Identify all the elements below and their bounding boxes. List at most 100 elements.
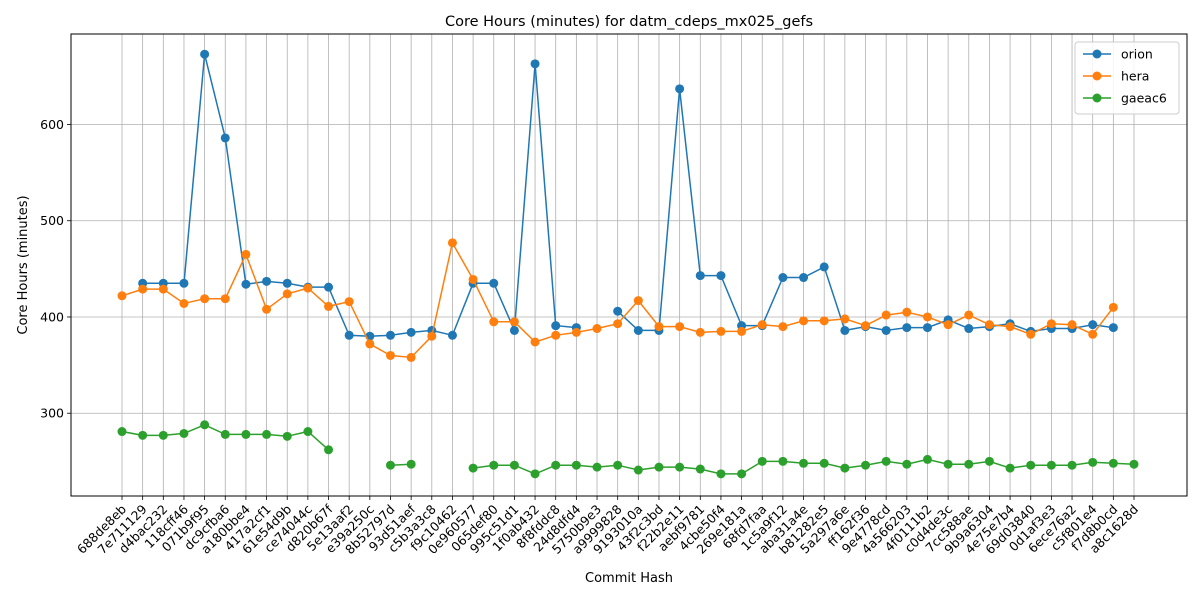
data-point-hera bbox=[592, 324, 602, 334]
data-point-hera bbox=[468, 274, 478, 284]
data-point-gaeac6 bbox=[1046, 460, 1056, 470]
legend-marker bbox=[1092, 71, 1102, 81]
data-point-hera bbox=[179, 299, 189, 308]
data-point-gaeac6 bbox=[179, 428, 189, 438]
data-point-hera bbox=[984, 320, 994, 330]
data-point-orion bbox=[1088, 320, 1098, 330]
data-point-gaeac6 bbox=[819, 458, 829, 468]
data-point-gaeac6 bbox=[571, 460, 581, 470]
series-hera bbox=[117, 238, 1118, 362]
data-point-hera bbox=[282, 289, 292, 299]
data-point-hera bbox=[716, 326, 726, 336]
data-point-gaeac6 bbox=[158, 430, 168, 440]
data-point-hera bbox=[819, 316, 829, 326]
data-point-hera bbox=[489, 317, 499, 327]
x-axis-label: Commit Hash bbox=[585, 571, 673, 586]
data-point-hera bbox=[509, 317, 519, 327]
data-point-hera bbox=[1067, 320, 1077, 330]
y-tick-label: 400 bbox=[40, 309, 64, 324]
data-point-orion bbox=[509, 325, 519, 335]
data-point-hera bbox=[633, 296, 643, 306]
data-point-gaeac6 bbox=[861, 460, 871, 470]
data-point-gaeac6 bbox=[1026, 460, 1036, 470]
data-point-hera bbox=[138, 284, 148, 294]
data-point-gaeac6 bbox=[840, 463, 850, 473]
data-point-gaeac6 bbox=[902, 459, 912, 469]
data-point-hera bbox=[943, 320, 953, 330]
legend-item-hera: hera bbox=[1083, 69, 1149, 84]
data-point-hera bbox=[778, 322, 788, 332]
data-point-gaeac6 bbox=[220, 429, 230, 439]
data-point-hera bbox=[427, 331, 437, 341]
data-point-gaeac6 bbox=[468, 463, 478, 473]
data-point-orion bbox=[344, 330, 354, 340]
data-point-orion bbox=[675, 84, 685, 94]
data-point-hera bbox=[799, 316, 809, 326]
data-point-orion bbox=[489, 278, 499, 288]
data-point-orion bbox=[778, 273, 788, 283]
data-point-gaeac6 bbox=[1067, 460, 1077, 470]
data-point-orion bbox=[799, 273, 809, 283]
data-point-gaeac6 bbox=[324, 445, 334, 455]
data-point-gaeac6 bbox=[881, 456, 891, 466]
data-point-hera bbox=[1005, 322, 1015, 332]
data-point-hera bbox=[241, 249, 251, 259]
data-point-gaeac6 bbox=[530, 469, 540, 479]
data-point-gaeac6 bbox=[633, 465, 643, 475]
data-point-hera bbox=[324, 301, 334, 311]
y-axis-ticks: 300 400 500 600 bbox=[40, 117, 71, 421]
data-point-hera bbox=[406, 352, 416, 362]
data-point-gaeac6 bbox=[716, 469, 726, 479]
data-point-gaeac6 bbox=[799, 458, 809, 468]
data-point-gaeac6 bbox=[964, 459, 974, 469]
data-point-gaeac6 bbox=[737, 469, 747, 479]
data-point-orion bbox=[406, 327, 416, 337]
data-point-gaeac6 bbox=[138, 430, 148, 440]
data-point-gaeac6 bbox=[117, 427, 127, 437]
series-line-orion bbox=[142, 54, 577, 337]
data-point-orion bbox=[1108, 323, 1118, 333]
data-point-gaeac6 bbox=[509, 460, 519, 470]
data-point-hera bbox=[902, 307, 912, 317]
data-point-hera bbox=[737, 326, 747, 336]
data-point-gaeac6 bbox=[922, 454, 932, 464]
data-point-hera bbox=[654, 322, 664, 332]
legend-label: gaeac6 bbox=[1121, 91, 1167, 106]
data-point-gaeac6 bbox=[592, 462, 602, 472]
legend-marker bbox=[1092, 49, 1102, 59]
y-tick-label: 600 bbox=[40, 117, 64, 132]
legend-item-orion: orion bbox=[1083, 47, 1153, 62]
data-point-orion bbox=[695, 271, 705, 281]
y-axis-label: Core Hours (minutes) bbox=[16, 195, 31, 334]
data-point-hera bbox=[964, 310, 974, 320]
data-point-hera bbox=[530, 337, 540, 347]
data-point-hera bbox=[551, 330, 561, 340]
data-point-orion bbox=[633, 325, 643, 335]
data-point-hera bbox=[613, 319, 623, 329]
series-gaeac6 bbox=[117, 420, 1139, 479]
data-point-gaeac6 bbox=[984, 456, 994, 466]
data-point-hera bbox=[303, 283, 313, 293]
series-layer bbox=[117, 49, 1139, 479]
data-point-orion bbox=[220, 133, 230, 143]
legend: orion hera gaeac6 bbox=[1074, 41, 1180, 115]
legend-label: hera bbox=[1121, 69, 1149, 84]
data-point-orion bbox=[282, 278, 292, 288]
data-point-hera bbox=[1108, 302, 1118, 312]
data-point-hera bbox=[695, 327, 705, 337]
data-point-orion bbox=[179, 278, 189, 288]
data-point-hera bbox=[1088, 329, 1098, 339]
data-point-orion bbox=[262, 276, 272, 286]
data-point-gaeac6 bbox=[406, 459, 416, 469]
data-point-orion bbox=[922, 323, 932, 333]
data-point-hera bbox=[922, 312, 932, 322]
data-point-gaeac6 bbox=[200, 420, 210, 430]
data-point-orion bbox=[200, 49, 210, 59]
data-point-hera bbox=[158, 284, 168, 294]
chart-title: Core Hours (minutes) for datm_cdeps_mx02… bbox=[445, 14, 813, 30]
grid-lines bbox=[71, 34, 1187, 496]
x-axis-ticks: 688de8eb7e711129d4bac232118cff46071b9f95… bbox=[74, 496, 1141, 557]
data-point-hera bbox=[365, 339, 375, 349]
legend-label: orion bbox=[1121, 47, 1153, 62]
